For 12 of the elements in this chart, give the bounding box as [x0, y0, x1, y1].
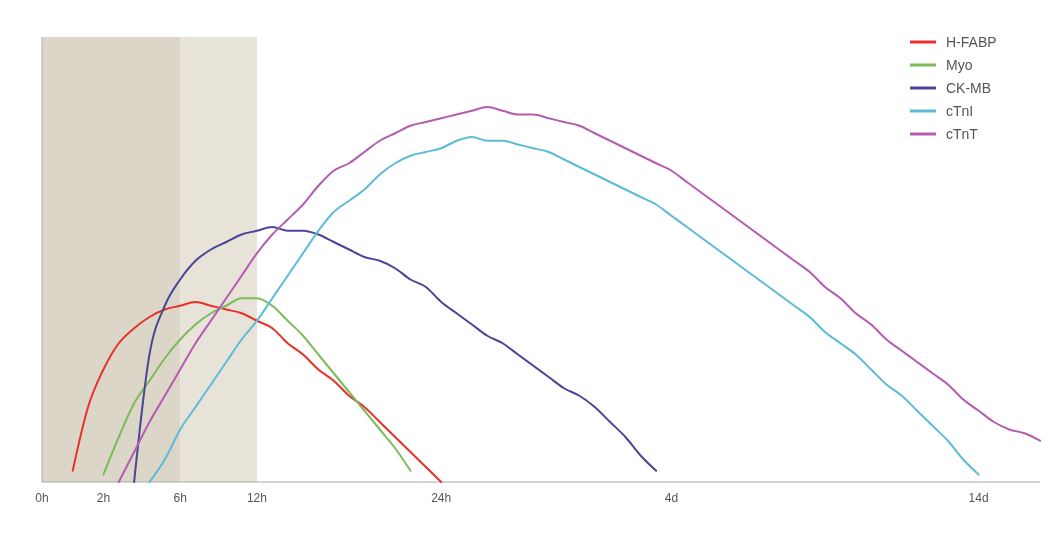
x-tick-label: 2h: [96, 491, 111, 505]
legend-label: cTnT: [946, 126, 979, 142]
x-tick-label: 0h: [35, 491, 49, 505]
legend-label: H-FABP: [946, 34, 997, 50]
x-tick-label: 14d: [968, 491, 989, 505]
x-tick-label: 12h: [246, 491, 267, 505]
legend-label: cTnI: [946, 103, 974, 119]
x-tick-label: 24h: [431, 491, 452, 505]
x-tick-label: 6h: [173, 491, 187, 505]
legend-label: Myo: [946, 57, 973, 73]
x-tick-label: 4d: [664, 491, 679, 505]
legend-label: CK-MB: [946, 80, 992, 96]
